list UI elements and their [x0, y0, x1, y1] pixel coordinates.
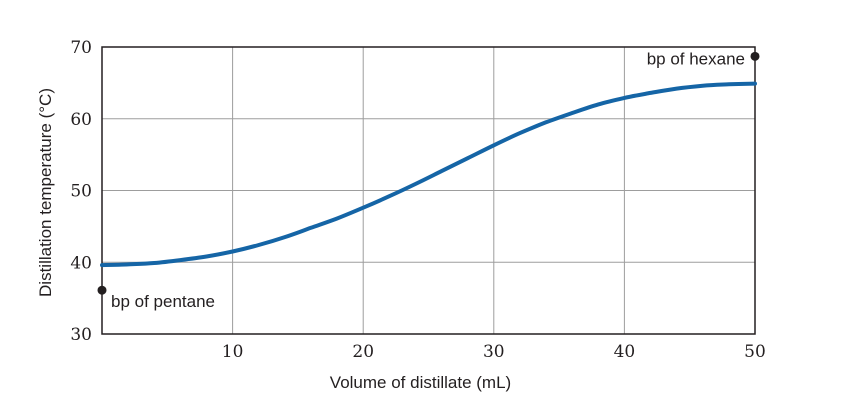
y-tick-label: 40 — [70, 253, 92, 273]
bp-label: bp of hexane — [647, 49, 745, 68]
y-tick-label: 50 — [70, 182, 92, 202]
x-axis-title: Volume of distillate (mL) — [330, 373, 511, 392]
y-tick-labels: 30 40 50 60 70 — [70, 38, 92, 345]
y-axis-title: Distillation temperature (°C) — [36, 88, 55, 297]
x-tick-label: 50 — [744, 342, 766, 362]
x-tick-label: 20 — [352, 342, 374, 362]
bp-label: bp of pentane — [111, 292, 215, 311]
plot-frame — [101, 46, 756, 335]
gridlines — [102, 47, 755, 334]
x-tick-labels: 10 20 30 40 50 — [222, 342, 766, 362]
bp-marker — [97, 285, 107, 295]
bp-marker — [750, 51, 760, 61]
x-tick-label: 10 — [222, 342, 244, 362]
temperature-curve — [100, 81, 757, 268]
y-tick-label: 70 — [70, 38, 92, 58]
x-tick-label: 30 — [483, 342, 505, 362]
y-tick-label: 30 — [70, 325, 92, 345]
boiling-point-markers: bp of pentane bp of hexane — [97, 49, 760, 311]
y-tick-label: 60 — [70, 110, 92, 130]
x-tick-label: 40 — [614, 342, 636, 362]
